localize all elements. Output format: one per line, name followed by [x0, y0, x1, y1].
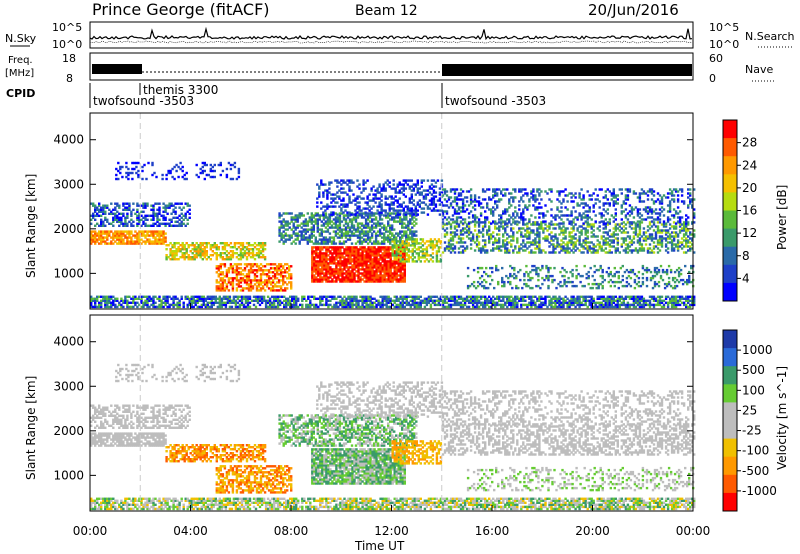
colorbar-swatch	[723, 492, 737, 512]
colorbar-swatch	[723, 138, 737, 157]
date-title: 20/Jun/2016	[588, 1, 679, 19]
colorbar-tick-label: 20	[742, 181, 757, 195]
colorbar-tick-label: 4	[742, 271, 750, 285]
beam-title: Beam 12	[355, 3, 418, 19]
cpid-strip: CPID twofsound -3503 themis 3300 twofsou…	[6, 83, 546, 108]
noise-search-trace	[89, 40, 693, 44]
colorbar-tick-label: -500	[742, 464, 769, 478]
colorbar-tick-label: -100	[742, 444, 769, 458]
y-tick-label: 1000	[53, 468, 84, 482]
velocity-ylabel: Slant Range [km]	[24, 376, 38, 480]
colorbar-tick-label: 24	[742, 158, 757, 172]
x-tick-label: 04:00	[173, 524, 208, 538]
colorbar-tick-label: 12	[742, 226, 757, 240]
colorbar-swatch	[723, 474, 737, 494]
colorbar-tick-label: 8	[742, 249, 750, 263]
freq-label-1: Freq.	[8, 55, 33, 66]
colorbar-swatch	[723, 348, 737, 367]
colorbar-swatch	[723, 384, 737, 403]
power-ylabel: Slant Range [km]	[24, 174, 38, 278]
colorbar-tick-label: -1000	[742, 484, 777, 498]
y-tick-label: 3000	[53, 177, 84, 191]
colorbar-swatch	[723, 420, 737, 440]
x-tick-label: 00:00	[73, 524, 108, 538]
power-panel: Slant Range [km] 1000 2000 3000 4000 28 24 20…	[24, 112, 789, 310]
colorbar-swatch	[723, 156, 737, 175]
y-tick-label: 3000	[53, 379, 84, 393]
colorbar-swatch	[723, 330, 737, 349]
freq-left-tick-top: 18	[62, 52, 76, 65]
freq-label-2: [MHz]	[5, 68, 34, 79]
x-tick-label: 00:00	[676, 524, 711, 538]
colorbar-swatch	[723, 402, 737, 421]
velocity-panel: Slant Range [km] 1000 2000 3000 4000 1000 50…	[24, 314, 789, 512]
velocity-colorbar-label: Velocity [m s^-1]	[775, 366, 789, 470]
colorbar-swatch	[723, 456, 737, 476]
y-tick-label: 4000	[53, 133, 84, 147]
colorbar-swatch	[723, 174, 737, 193]
colorbar-swatch	[723, 282, 737, 302]
power-y-ticks: 1000 2000 3000 4000	[53, 133, 693, 280]
colorbar-swatch	[723, 264, 737, 284]
power-heatmap	[90, 113, 696, 309]
colorbar-tick-label: -25	[742, 424, 762, 438]
freq-block-2	[442, 64, 692, 76]
y-tick-label: 2000	[53, 222, 84, 236]
noise-right-tick-bottom: 10^0	[709, 38, 739, 51]
x-tick-label: 08:00	[274, 524, 309, 538]
freq-left-tick-bottom: 8	[66, 72, 73, 85]
noise-left-label: N.Sky	[5, 32, 37, 45]
power-colorbar-label: Power [dB]	[775, 185, 789, 250]
noise-left-tick-bottom: 10^0	[52, 38, 82, 51]
colorbar-tick-label: 500	[742, 363, 765, 377]
freq-right-tick-bottom: 0	[709, 72, 716, 85]
x-axis-label: Time UT	[354, 539, 405, 553]
noise-sky-trace	[89, 26, 693, 41]
y-tick-label: 1000	[53, 266, 84, 280]
velocity-y-ticks: 1000 2000 3000 4000	[53, 335, 693, 482]
cpid-segment-2: themis 3300	[143, 83, 218, 97]
colorbar-tick-label: 16	[742, 204, 757, 218]
colorbar-swatch	[723, 210, 737, 230]
colorbar-swatch	[723, 120, 737, 139]
colorbar-swatch	[723, 192, 737, 211]
noise-right-tick-top: 10^5	[709, 21, 739, 34]
colorbar-swatch	[723, 366, 737, 385]
nave-label: Nave	[745, 63, 773, 76]
colorbar-tick-label: 25	[742, 403, 757, 417]
cpid-segment-3: twofsound -3503	[445, 94, 546, 108]
x-tick-label: 12:00	[374, 524, 409, 538]
freq-right-tick-top: 60	[709, 52, 723, 65]
power-colorbar: 28 24 20 16 12 8 4	[722, 119, 757, 302]
colorbar-tick-label: 1000	[742, 343, 773, 357]
velocity-heatmap	[90, 315, 696, 511]
colorbar-swatch	[723, 438, 737, 458]
x-tick-label: 16:00	[475, 524, 510, 538]
station-title: Prince George (fitACF)	[92, 0, 270, 19]
noise-panel: N.Sky 10^5 10^0 10^5 10^0 N.Search	[5, 21, 795, 51]
colorbar-swatch	[723, 228, 737, 248]
colorbar-swatch	[723, 246, 737, 266]
cpid-segment-1: twofsound -3503	[93, 94, 194, 108]
colorbar-tick-label: 28	[742, 136, 757, 150]
x-tick-label: 20:00	[575, 524, 610, 538]
colorbar-tick-label: 100	[742, 383, 765, 397]
time-axis: 00:00 04:00 08:00 12:00 16:00 20:00 00:00	[73, 303, 711, 538]
frequency-panel: Freq. [MHz] 18 8 60 0 Nave	[5, 52, 776, 85]
freq-block-1	[92, 64, 142, 74]
y-tick-label: 4000	[53, 335, 84, 349]
noise-right-label: N.Search	[745, 30, 795, 43]
velocity-colorbar: 1000 500 100 25 -25 -100 -500 -1000	[722, 329, 777, 512]
noise-left-tick-top: 10^5	[52, 21, 82, 34]
y-tick-label: 2000	[53, 424, 84, 438]
cpid-label: CPID	[6, 87, 35, 100]
